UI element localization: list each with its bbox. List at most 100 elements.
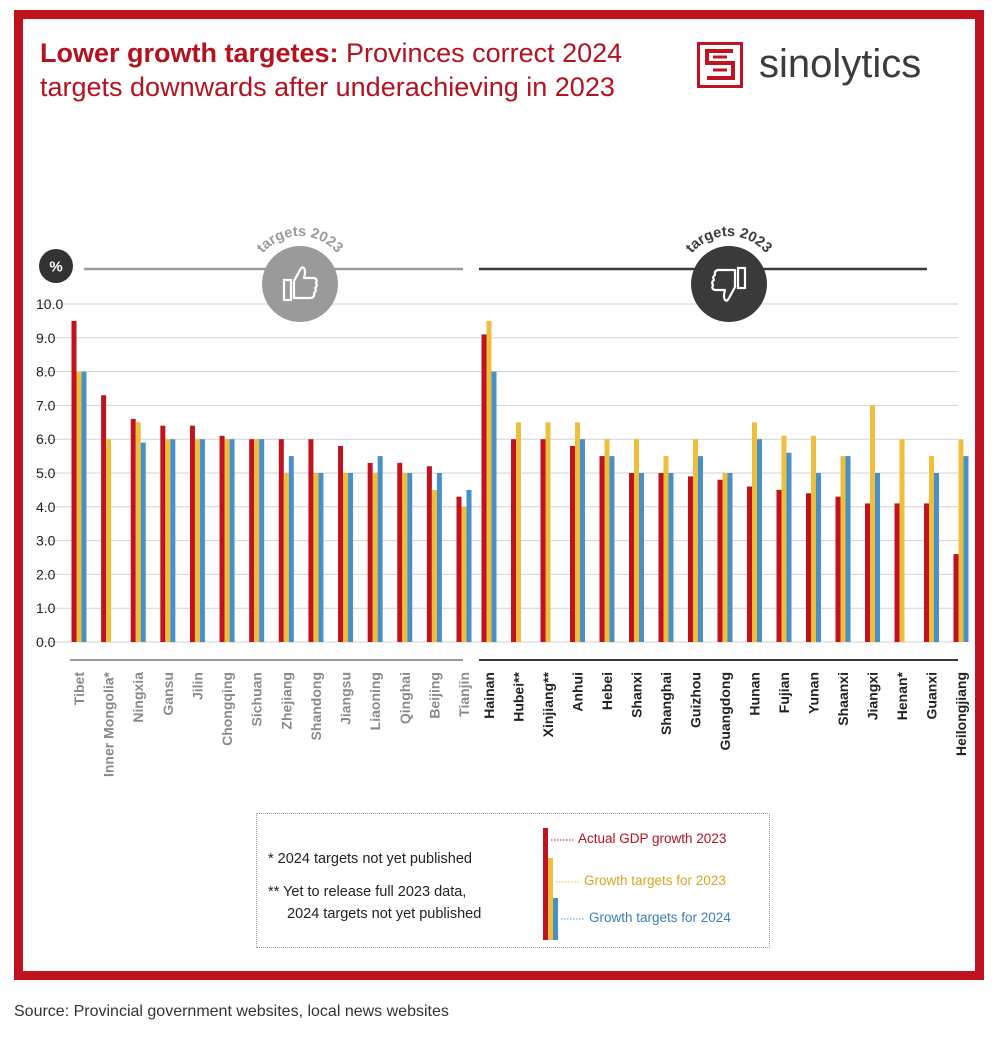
source-note: Source: Provincial government websites, … <box>14 1003 449 1020</box>
bar <box>570 445 575 642</box>
x-tick-label: Chongqing <box>219 672 235 746</box>
bar <box>958 439 964 642</box>
bar <box>135 422 141 642</box>
bar <box>436 473 442 642</box>
x-tick-label: Anhui <box>570 672 586 712</box>
bar <box>106 439 112 642</box>
x-tick-label: Gansu <box>160 672 176 716</box>
bar <box>776 489 782 642</box>
x-tick-label: Guanxi <box>924 672 940 719</box>
y-tick-label: 8.0 <box>36 364 56 380</box>
bar <box>426 466 432 642</box>
legend-box <box>256 813 770 948</box>
y-tick-label: 2.0 <box>36 566 56 582</box>
title-rest: Provinces correct 2024 targets downwards… <box>40 38 623 102</box>
bar <box>229 439 235 642</box>
thumbs-down-icon <box>711 266 747 302</box>
bar <box>343 473 349 642</box>
bar <box>875 473 880 642</box>
bar <box>717 479 723 642</box>
bar <box>604 439 610 642</box>
x-tick-label: Beijing <box>426 672 442 719</box>
group-badge <box>691 246 767 322</box>
x-tick-label: Shandong <box>308 672 324 740</box>
unit-label: % <box>49 259 62 276</box>
sinolytics-logo-icon <box>697 42 743 88</box>
bar <box>840 456 846 642</box>
bar <box>313 473 319 642</box>
bar <box>71 320 77 642</box>
y-tick-label: 9.0 <box>36 330 56 346</box>
x-tick-label: Jilin <box>189 672 205 700</box>
legend-swatch-target2023 <box>548 858 553 940</box>
x-tick-label: Shanghai <box>658 672 674 735</box>
x-tick-label: Hebei <box>599 672 615 710</box>
bar <box>634 439 639 642</box>
bar <box>688 476 693 642</box>
x-tick-label: Yunan <box>806 672 822 714</box>
legend-swatch-actual <box>543 828 548 940</box>
bar <box>224 439 230 642</box>
legend-label-target2023: Growth targets for 2023 <box>584 873 726 888</box>
x-tick-label: Inner Mongolia* <box>101 671 117 777</box>
logo-text: sinolytics <box>759 42 922 86</box>
bar <box>934 473 939 642</box>
x-tick-label: Jiangxi <box>865 672 881 720</box>
y-tick-label: 10.0 <box>36 296 63 312</box>
bar <box>757 439 762 642</box>
y-tick-label: 7.0 <box>36 397 56 413</box>
bar <box>189 425 195 642</box>
x-tick-label: Zhejiang <box>278 672 294 730</box>
bar <box>722 473 728 642</box>
bar <box>466 489 472 642</box>
footnote-double-star-line1: ** Yet to release full 2023 data, <box>268 884 467 900</box>
bar <box>870 405 875 642</box>
y-tick-label: 4.0 <box>36 499 56 515</box>
x-tick-label: Heilongjiang <box>953 672 969 756</box>
x-tick-label: Xinjiang** <box>540 671 556 737</box>
bar <box>953 554 959 642</box>
x-tick-label: Hunan <box>747 672 763 716</box>
bar <box>486 320 492 642</box>
bar <box>431 489 437 642</box>
chart-title: Lower growth targetes: Provinces correct… <box>40 36 660 104</box>
bar <box>580 439 585 642</box>
bar <box>575 422 580 642</box>
bar <box>835 496 841 642</box>
bar <box>481 334 487 642</box>
title-bold: Lower growth targetes: <box>40 38 339 68</box>
bar <box>338 445 344 642</box>
x-tick-label: Tibet <box>71 672 87 706</box>
bar <box>781 435 787 642</box>
bar <box>599 456 605 642</box>
bar <box>101 395 107 642</box>
bar <box>140 442 146 642</box>
bar <box>516 422 521 642</box>
bar <box>747 486 752 642</box>
bar <box>963 456 969 642</box>
y-tick-label: 0.0 <box>36 634 56 650</box>
bar <box>259 439 265 642</box>
bar <box>545 422 551 642</box>
legend-swatch-target2024 <box>553 898 558 940</box>
bar <box>165 439 171 642</box>
bar <box>130 418 136 642</box>
bar <box>663 456 669 642</box>
bar <box>456 496 462 642</box>
legend-label-target2024: Growth targets for 2024 <box>589 910 731 925</box>
bar <box>461 506 467 642</box>
x-tick-label: Hubei** <box>511 671 527 721</box>
x-tick-label: Hainan <box>481 672 497 719</box>
bar <box>899 439 905 642</box>
bar <box>308 439 314 642</box>
x-tick-label: Tianjin <box>456 672 472 717</box>
bar <box>377 456 383 642</box>
sinolytics-logo: sinolytics <box>697 40 967 90</box>
bar <box>81 371 87 642</box>
bar <box>199 439 205 642</box>
bar <box>540 439 546 642</box>
x-tick-label: Qinghai <box>397 672 413 724</box>
bar <box>698 456 703 642</box>
group-badge <box>262 246 338 322</box>
